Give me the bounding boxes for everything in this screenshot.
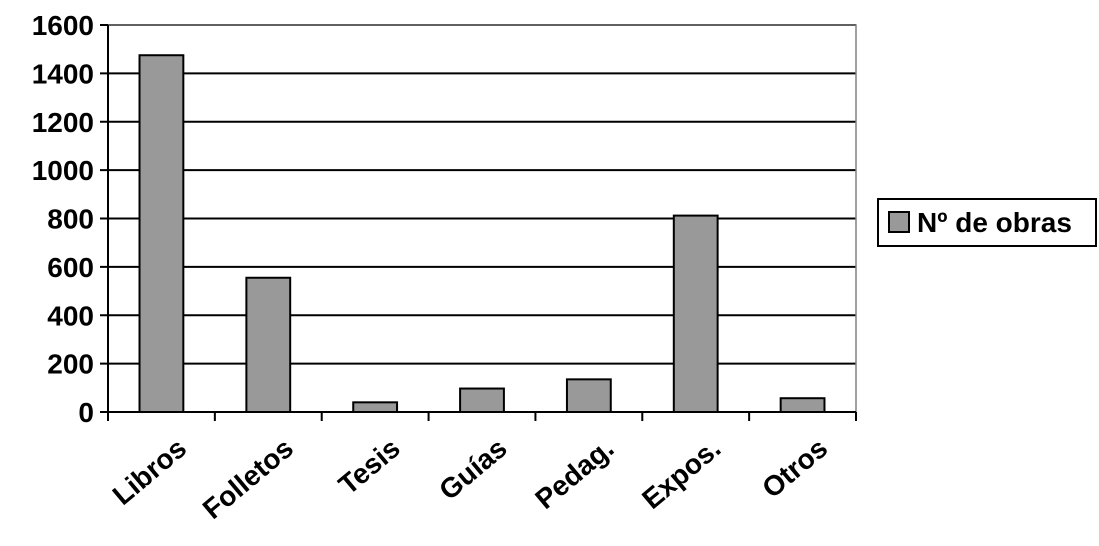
legend: Nº de obras — [878, 199, 1096, 246]
y-tick-label: 0 — [78, 397, 94, 428]
bar-tesis — [353, 402, 397, 412]
bar-libros — [140, 55, 184, 412]
x-tick-label: Libros — [107, 432, 192, 511]
bar-folletos — [246, 278, 290, 412]
x-tick-label: Expos. — [636, 432, 726, 515]
y-tick-label: 1400 — [32, 58, 94, 89]
y-tick-label: 600 — [47, 252, 94, 283]
bar-pedag — [567, 379, 611, 412]
y-tick-label: 200 — [47, 349, 94, 380]
x-tick-label: Guías — [433, 432, 513, 506]
x-axis-ticks: Libros Folletos Tesis Guías Pedag. Expos. Otro… — [107, 412, 856, 525]
bar-expos — [674, 216, 718, 412]
y-tick-label: 1600 — [32, 10, 94, 41]
y-tick-label: 1200 — [32, 107, 94, 138]
y-axis-ticks: 0 200 400 600 800 1000 1200 1400 1600 — [32, 10, 108, 428]
legend-swatch — [889, 212, 909, 232]
bar-guas — [460, 389, 504, 412]
x-tick-label: Otros — [756, 432, 833, 504]
x-tick-label: Folletos — [197, 432, 299, 525]
x-tick-label: Tesis — [333, 432, 406, 500]
legend-label: Nº de obras — [917, 207, 1072, 238]
y-tick-label: 1000 — [32, 155, 94, 186]
y-tick-label: 400 — [47, 300, 94, 331]
bar-otros — [781, 398, 825, 412]
x-tick-label: Pedag. — [529, 432, 619, 515]
y-tick-label: 800 — [47, 204, 94, 235]
